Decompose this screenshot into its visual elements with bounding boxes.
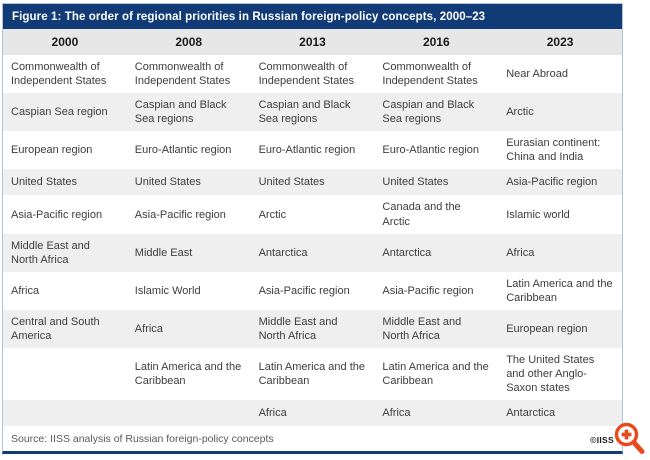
zoom-in-button[interactable] — [611, 421, 649, 457]
source-note: Source: IISS analysis of Russian foreign… — [11, 433, 274, 445]
table-cell: Caspian and Black Sea regions — [251, 93, 375, 131]
figure-footer: Source: IISS analysis of Russian foreign… — [3, 426, 622, 451]
table-cell: Africa — [251, 400, 375, 426]
table-cell: United States — [374, 169, 498, 195]
table-cell: Latin America and the Caribbean — [127, 348, 251, 400]
column-header: 2013 — [251, 29, 375, 55]
table-cell: Asia-Pacific region — [498, 169, 622, 195]
table-cell: Asia-Pacific region — [374, 272, 498, 310]
table-cell: Caspian Sea region — [3, 93, 127, 131]
table-cell: Canada and the Arctic — [374, 195, 498, 233]
column-header: 2016 — [374, 29, 498, 55]
table-cell: European region — [3, 131, 127, 169]
table-cell: Commonwealth of Independent States — [127, 55, 251, 93]
table-cell: Commonwealth of Independent States — [374, 55, 498, 93]
table-cell: Euro-Atlantic region — [127, 131, 251, 169]
table-cell: The United States and other Anglo-Saxon … — [498, 348, 622, 400]
table-cell: Euro-Atlantic region — [251, 131, 375, 169]
table-cell: Middle East and North Africa — [374, 310, 498, 348]
table-cell — [3, 400, 127, 426]
column-header: 2000 — [3, 29, 127, 55]
table-cell — [127, 400, 251, 426]
table-cell: Asia-Pacific region — [127, 195, 251, 233]
table-cell — [3, 348, 127, 400]
table-cell: European region — [498, 310, 622, 348]
table-cell: Antarctica — [498, 400, 622, 426]
table-cell: Antarctica — [374, 234, 498, 272]
table-cell: Africa — [498, 234, 622, 272]
table-cell: Caspian and Black Sea regions — [127, 93, 251, 131]
figure-panel: Figure 1: The order of regional prioriti… — [2, 3, 623, 454]
table-cell: Latin America and the Caribbean — [498, 272, 622, 310]
column-header: 2008 — [127, 29, 251, 55]
table-cell: Arctic — [498, 93, 622, 131]
table-cell: United States — [251, 169, 375, 195]
table-cell: United States — [127, 169, 251, 195]
table-cell: Islamic World — [127, 272, 251, 310]
table-cell: Africa — [3, 272, 127, 310]
table-cell: Middle East and North Africa — [3, 234, 127, 272]
table-cell: United States — [3, 169, 127, 195]
table-cell: Caspian and Black Sea regions — [374, 93, 498, 131]
table-cell: Eurasian continent: China and India — [498, 131, 622, 169]
column-header: 2023 — [498, 29, 622, 55]
table-cell: Africa — [374, 400, 498, 426]
table-cell: Arctic — [251, 195, 375, 233]
table-cell: Asia-Pacific region — [251, 272, 375, 310]
table-cell: Asia-Pacific region — [3, 195, 127, 233]
figure-title: Figure 1: The order of regional prioriti… — [3, 4, 622, 29]
table-cell: Middle East and North Africa — [251, 310, 375, 348]
table-cell: Middle East — [127, 234, 251, 272]
table-cell: Commonwealth of Independent States — [3, 55, 127, 93]
table-cell: Near Abroad — [498, 55, 622, 93]
table-cell: Euro-Atlantic region — [374, 131, 498, 169]
table-cell: Islamic world — [498, 195, 622, 233]
table-cell: Latin America and the Caribbean — [374, 348, 498, 400]
table-cell: Antarctica — [251, 234, 375, 272]
table-cell: Africa — [127, 310, 251, 348]
table-cell: Commonwealth of Independent States — [251, 55, 375, 93]
table-cell: Central and South America — [3, 310, 127, 348]
table-cell: Latin America and the Caribbean — [251, 348, 375, 400]
